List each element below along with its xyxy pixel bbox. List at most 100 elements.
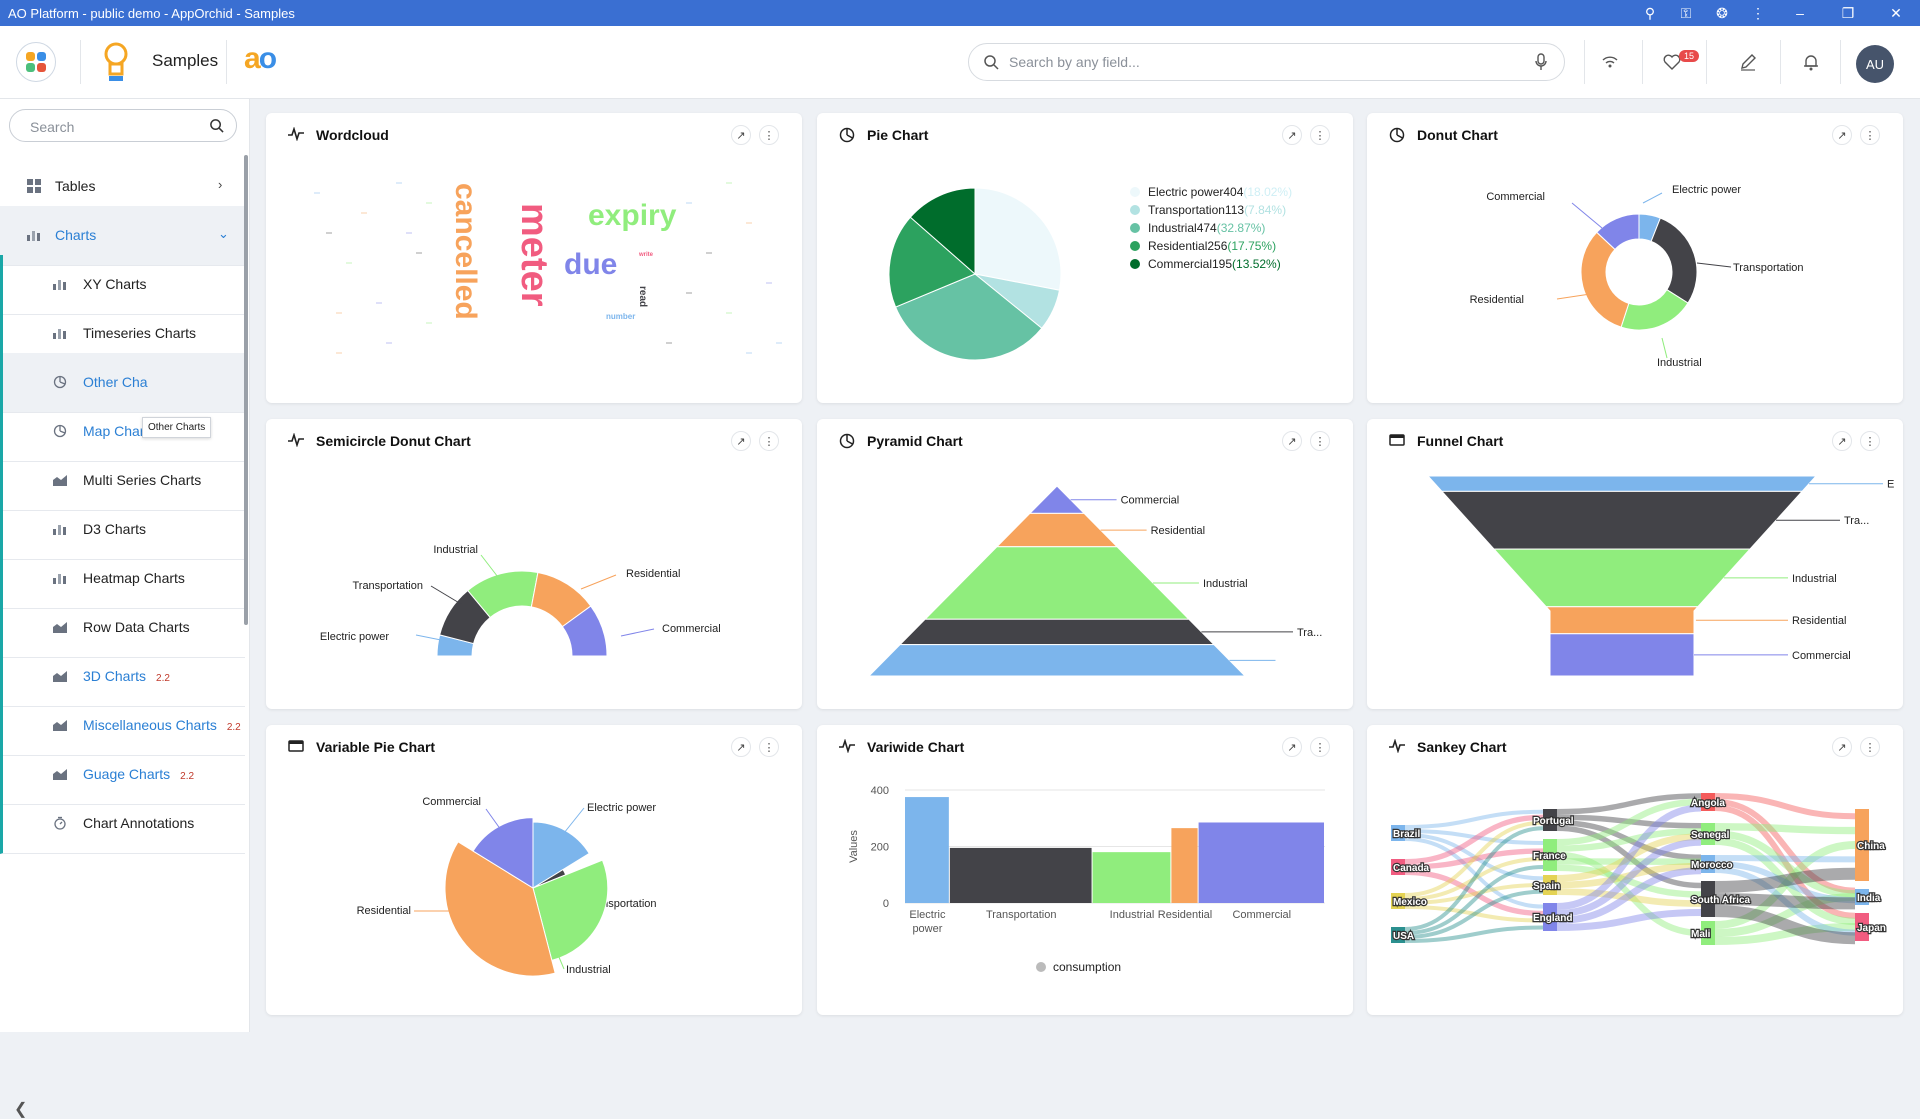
app-launcher-button[interactable] xyxy=(16,42,56,82)
version-badge: 2.2 xyxy=(156,673,170,684)
more-options-icon[interactable]: ⋮ xyxy=(759,737,779,757)
stopwatch-icon xyxy=(53,816,67,833)
more-options-icon[interactable]: ⋮ xyxy=(1860,125,1880,145)
lightbulb-icon xyxy=(100,40,132,84)
expand-icon[interactable]: ↗ xyxy=(731,125,751,145)
key-icon[interactable]: ⚿ xyxy=(1668,5,1704,22)
data-label: Commercial xyxy=(422,796,481,808)
node-label: USA xyxy=(1393,931,1414,942)
user-avatar[interactable]: AU xyxy=(1856,45,1894,83)
favorites-badge: 15 xyxy=(1679,50,1699,62)
header-divider xyxy=(1780,40,1781,84)
data-label: Electric power xyxy=(1672,184,1741,196)
search-icon xyxy=(983,54,999,70)
data-label: Commercial xyxy=(662,623,721,635)
pyramid-segment xyxy=(997,513,1117,546)
location-icon[interactable]: ⚲ xyxy=(1632,5,1668,22)
area-chart-icon xyxy=(53,718,67,734)
leader-line xyxy=(486,809,501,830)
node-label: South Africa xyxy=(1691,895,1751,906)
bar xyxy=(950,848,1092,903)
more-options-icon[interactable]: ⋮ xyxy=(1310,737,1330,757)
category-label: Residential xyxy=(1158,909,1212,921)
more-options-icon[interactable]: ⋮ xyxy=(759,125,779,145)
tick-label: 200 xyxy=(871,842,889,854)
data-label: Industrial xyxy=(1203,578,1248,590)
edit-button[interactable] xyxy=(1732,46,1764,78)
bar-chart-icon xyxy=(27,228,41,244)
category-label: Industrial xyxy=(1110,909,1155,921)
more-options-icon[interactable]: ⋮ xyxy=(1310,125,1330,145)
close-button[interactable]: ✕ xyxy=(1872,5,1920,22)
sidebar-item-chart-annotations[interactable]: Chart Annotations xyxy=(0,794,245,854)
header-divider xyxy=(1642,40,1643,84)
expand-icon[interactable]: ↗ xyxy=(1832,737,1852,757)
chevron-down-icon: ⌄ xyxy=(218,226,229,242)
more-options-icon[interactable]: ⋮ xyxy=(1310,431,1330,451)
data-label: Residential xyxy=(357,905,411,917)
expand-icon[interactable]: ↗ xyxy=(1282,431,1302,451)
collapse-sidebar-icon[interactable]: ❮ xyxy=(14,1099,27,1119)
pyramid-segment xyxy=(900,619,1214,644)
sidebar-item-label: Timeseries Charts xyxy=(83,325,196,341)
notifications-button[interactable] xyxy=(1795,46,1827,78)
global-search-input[interactable]: Search by any field... xyxy=(968,43,1565,81)
more-options-icon[interactable]: ⋮ xyxy=(1860,737,1880,757)
expand-icon[interactable]: ↗ xyxy=(731,737,751,757)
minimize-button[interactable]: – xyxy=(1776,5,1824,21)
sidebar-item-label: Other Cha xyxy=(83,374,148,390)
expand-icon[interactable]: ↗ xyxy=(1282,125,1302,145)
more-vert-icon[interactable]: ⋮ xyxy=(1740,5,1776,22)
wifi-icon[interactable] xyxy=(1594,46,1626,78)
brand-logo: ao xyxy=(244,42,275,76)
sidebar-search-input[interactable]: Search xyxy=(9,109,237,142)
word: expiry xyxy=(588,199,677,232)
sidebar-scrollbar[interactable] xyxy=(244,155,248,625)
bell-icon xyxy=(1803,53,1819,71)
node-label: Brazil xyxy=(1393,829,1420,840)
pie-chart: Electric power404(18.02%) Transportation1… xyxy=(817,113,1353,403)
sidebar-item-label: D3 Charts xyxy=(83,521,146,537)
bar xyxy=(1093,852,1171,903)
bar-chart-icon xyxy=(53,522,67,538)
legend-marker xyxy=(1130,223,1140,233)
word: number xyxy=(606,312,635,321)
area-chart-icon xyxy=(53,669,67,685)
restore-button[interactable]: ❐ xyxy=(1824,5,1872,22)
word: meter xyxy=(513,203,555,307)
node-label: Senegal xyxy=(1691,830,1730,841)
sidebar-item-label: XY Charts xyxy=(83,276,147,292)
extension-icon[interactable]: ❂ xyxy=(1704,5,1740,22)
area-chart-icon xyxy=(53,620,67,636)
more-options-icon[interactable]: ⋮ xyxy=(1860,431,1880,451)
card-pie: Pie Chart Electric power404(18.02%)Trans… xyxy=(817,113,1353,403)
node-label: Angola xyxy=(1691,798,1725,809)
expand-icon[interactable]: ↗ xyxy=(731,431,751,451)
pen-icon xyxy=(1739,53,1757,71)
legend-label: Transportation113(7.84%) xyxy=(1148,203,1286,217)
data-label: Residential xyxy=(1151,525,1205,537)
pyramid-segment xyxy=(869,645,1245,676)
more-options-icon[interactable]: ⋮ xyxy=(759,431,779,451)
expand-icon[interactable]: ↗ xyxy=(1832,125,1852,145)
app-header: Samples ao Search by any field... 15 AU xyxy=(0,26,1920,99)
sankey-link xyxy=(1715,827,1855,831)
category-label: power xyxy=(912,923,942,935)
legend-label: Electric power404(18.02%) xyxy=(1148,185,1292,199)
expand-icon[interactable]: ↗ xyxy=(1832,431,1852,451)
expand-icon[interactable]: ↗ xyxy=(1282,737,1302,757)
microphone-icon[interactable] xyxy=(1534,53,1548,71)
word: write xyxy=(638,252,654,258)
sidebar-item-label: Charts xyxy=(55,227,96,243)
data-label: Transportation xyxy=(1733,262,1804,274)
